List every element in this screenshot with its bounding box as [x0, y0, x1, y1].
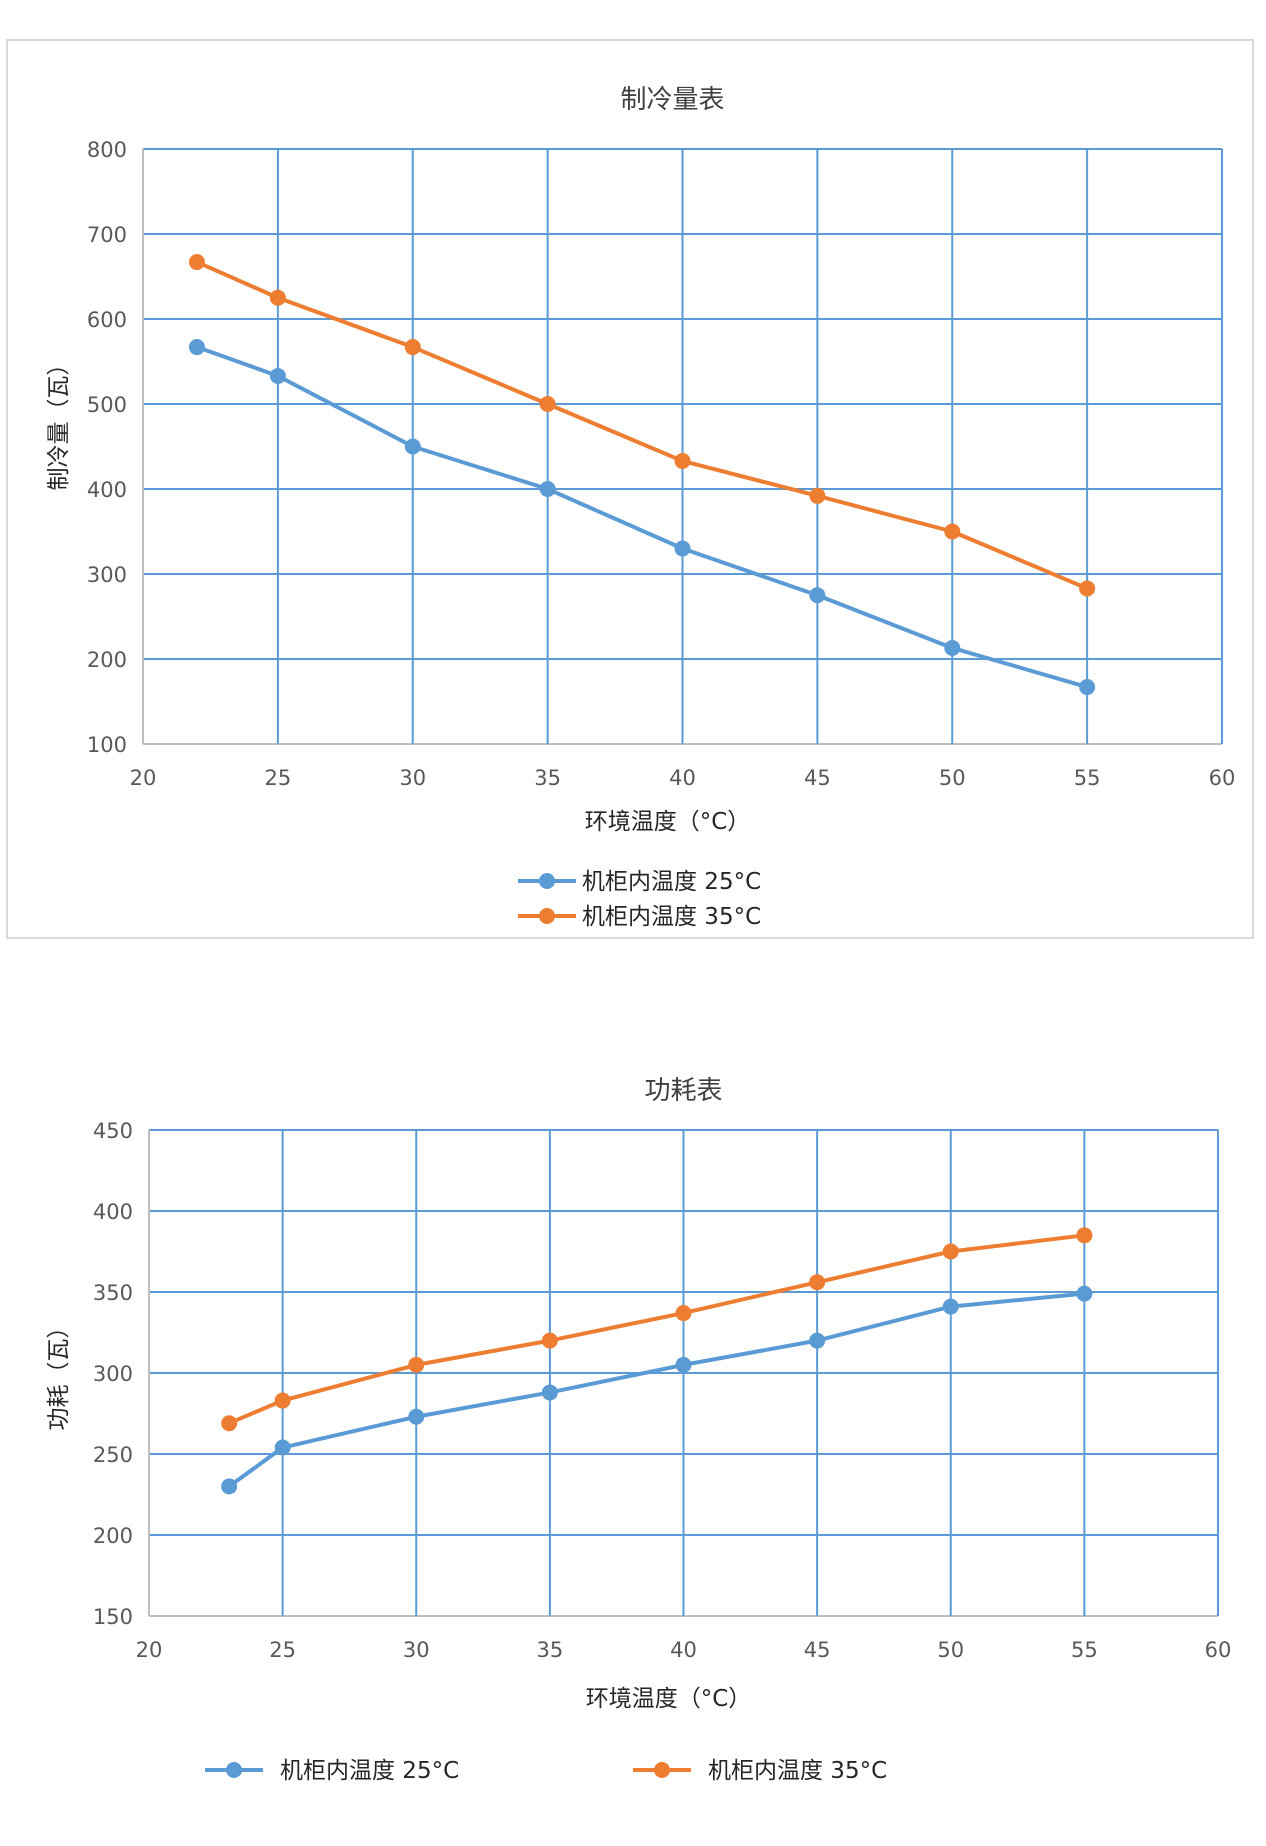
x-tick-label: 40 [670, 1638, 697, 1662]
y-tick-label: 150 [93, 1605, 133, 1629]
data-point [539, 481, 556, 497]
data-point [221, 1478, 238, 1495]
x-tick-label: 25 [265, 766, 292, 790]
x-tick-label: 45 [804, 1638, 831, 1662]
y-tick-label: 500 [87, 393, 127, 417]
data-point [942, 1243, 959, 1260]
y-tick-label: 200 [93, 1524, 133, 1548]
data-point [1076, 1227, 1093, 1244]
x-tick-label: 60 [1209, 766, 1236, 790]
chart-1: 制冷量表 100 200 300 400 500 600 700 800 20 25 30 35 40 45… [46, 85, 1235, 930]
data-point [188, 339, 205, 356]
x-tick-label: 20 [130, 766, 157, 790]
legend-label: 机柜内温度 35°C [708, 1758, 887, 1784]
y-axis-label: 功耗（瓦） [46, 1316, 72, 1431]
y-tick-label: 400 [87, 478, 127, 502]
y-tick-label: 300 [93, 1362, 133, 1386]
data-point [944, 639, 961, 656]
data-point [942, 1298, 959, 1315]
y-tick-label: 600 [87, 308, 127, 332]
data-point [541, 1332, 558, 1349]
x-tick-label: 45 [804, 766, 831, 790]
y-tick-label: 250 [93, 1443, 133, 1467]
series-line-25c [227, 1291, 1085, 1489]
legend-label: 机柜内温度 25°C [280, 1758, 459, 1784]
legend-marker-icon [654, 1762, 670, 1778]
data-point [188, 254, 205, 271]
legend-marker-icon [539, 873, 555, 889]
x-tick-label: 50 [939, 766, 966, 790]
y-tick-label: 800 [87, 138, 127, 162]
data-point [674, 452, 691, 469]
data-point [274, 1392, 291, 1409]
data-point [541, 1384, 558, 1401]
legend-item: 机柜内温度 25°C [518, 869, 761, 895]
data-point [809, 1274, 826, 1291]
data-point [1076, 1285, 1093, 1302]
chart-title: 制冷量表 [620, 85, 724, 115]
legend-item: 机柜内温度 25°C [205, 1758, 459, 1784]
legend-item: 机柜内温度 35°C [518, 904, 761, 930]
data-point [675, 1305, 692, 1322]
legend-marker-icon [539, 908, 555, 924]
data-point [539, 396, 556, 412]
data-point [1079, 580, 1096, 597]
legend-marker-icon [226, 1762, 242, 1778]
x-tick-label: 30 [399, 766, 426, 790]
y-tick-label: 200 [87, 648, 127, 672]
data-point [404, 339, 421, 356]
y-tick-label: 700 [87, 223, 127, 247]
chart-2: 功耗表 150 200 250 300 350 400 450 20 25 30 35 40 45 50 55… [46, 1076, 1231, 1784]
data-point [408, 1408, 425, 1425]
y-axis-label: 制冷量（瓦） [46, 353, 72, 491]
x-tick-label: 35 [537, 1638, 564, 1662]
x-tick-label: 50 [937, 1638, 964, 1662]
chart-title: 功耗表 [644, 1076, 722, 1106]
y-tick-label: 100 [87, 733, 127, 757]
data-point [404, 438, 421, 455]
data-point [269, 367, 286, 384]
data-point [408, 1356, 425, 1373]
data-point [809, 487, 826, 504]
data-point [1079, 679, 1096, 696]
x-tick-label: 20 [136, 1638, 163, 1662]
data-point [809, 1332, 826, 1349]
x-tick-label: 55 [1071, 1638, 1098, 1662]
chart-1-frame [6, 39, 1254, 939]
series-line-35c [196, 260, 1088, 591]
legend-label: 机柜内温度 35°C [582, 904, 761, 930]
y-tick-label: 400 [93, 1200, 133, 1224]
x-axis-label: 环境温度（°C） [585, 809, 751, 835]
y-tick-label: 300 [87, 563, 127, 587]
data-point [944, 523, 961, 540]
legend-item: 机柜内温度 35°C [633, 1758, 887, 1784]
x-tick-label: 40 [669, 766, 696, 790]
data-point [221, 1415, 238, 1432]
data-point [675, 1356, 692, 1373]
data-point [274, 1439, 291, 1456]
series-line-25c [196, 345, 1088, 689]
y-tick-label: 350 [93, 1281, 133, 1305]
y-tick-label: 450 [93, 1119, 133, 1143]
series-line-35c [228, 1233, 1085, 1426]
data-point [674, 540, 691, 557]
legend-label: 机柜内温度 25°C [582, 869, 761, 895]
x-tick-label: 30 [403, 1638, 430, 1662]
x-tick-label: 55 [1074, 766, 1101, 790]
x-tick-label: 25 [269, 1638, 296, 1662]
data-point [269, 289, 286, 306]
x-tick-label: 35 [534, 766, 561, 790]
x-axis-label: 环境温度（°C） [586, 1686, 752, 1712]
x-tick-label: 60 [1205, 1638, 1232, 1662]
data-point [809, 587, 826, 604]
